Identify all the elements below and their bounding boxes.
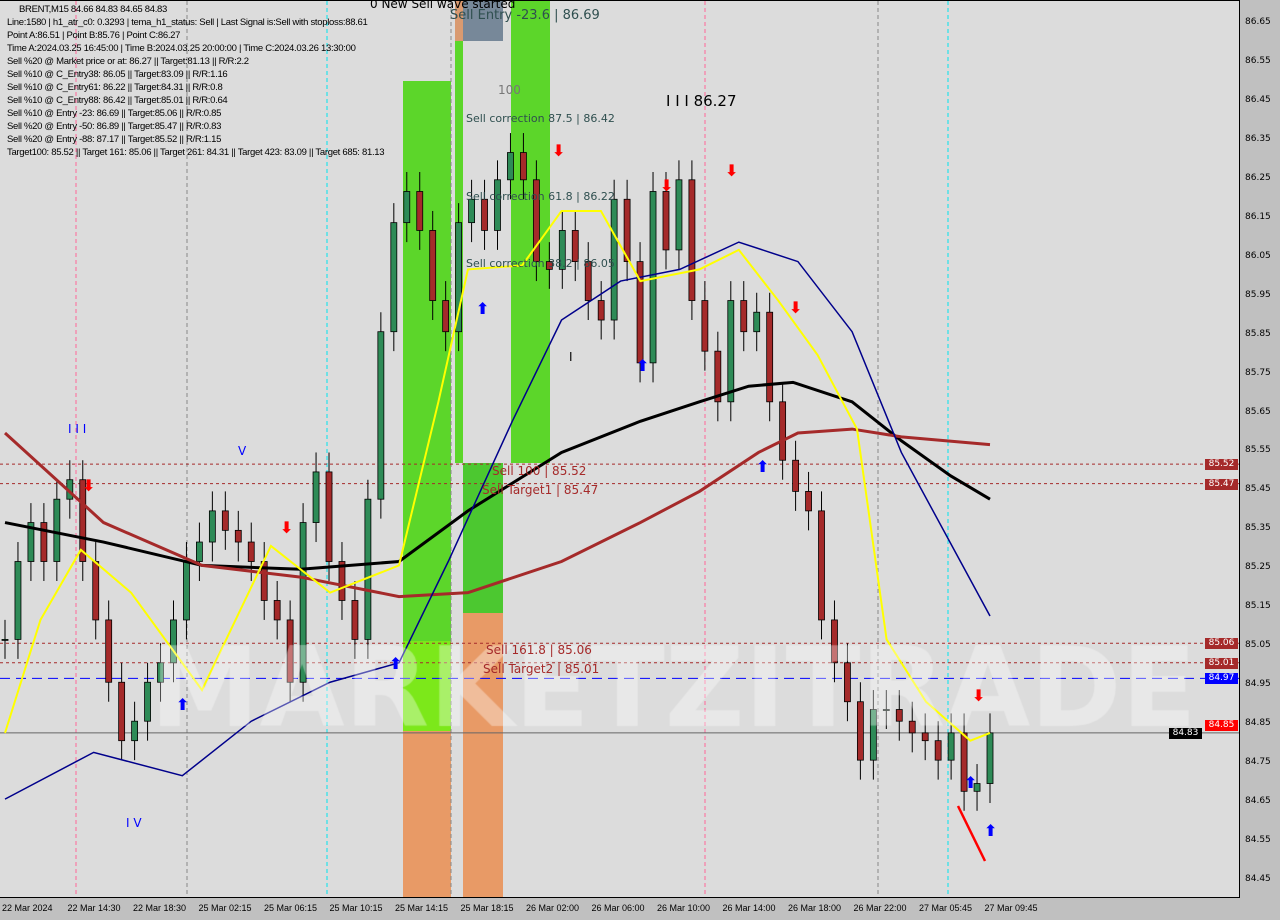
- y-tick-label: 85.85: [1245, 328, 1271, 339]
- chart-area[interactable]: BRENT,M15 84.66 84.83 84.65 84.83 Line:1…: [0, 0, 1240, 898]
- x-tick-label: 22 Mar 2024: [2, 903, 53, 913]
- y-tick-label: 85.45: [1245, 484, 1271, 495]
- correction-875-label: Sell correction 87.5 | 86.42: [466, 112, 615, 125]
- buy-arrow-icon: ⬆: [756, 457, 770, 476]
- y-tick-label: 86.65: [1245, 17, 1271, 27]
- info-line: Sell %20 @ Entry -88: 87.17 || Target:85…: [7, 134, 222, 145]
- info-line: Sell %10 @ C_Entry88: 86.42 || Target:85…: [7, 95, 228, 106]
- info-line: Target100: 85.52 || Target 161: 85.06 ||…: [7, 147, 385, 158]
- point-c-label: I I I 86.27: [666, 92, 737, 110]
- info-line: Sell %10 @ C_Entry38: 86.05 || Target:83…: [7, 69, 228, 80]
- price-axis[interactable]: 86.65 86.55 86.45 86.35 86.25 86.15 86.05 85.95…: [1241, 0, 1280, 898]
- x-tick-label: 26 Mar 14:00: [722, 903, 776, 913]
- y-tick-label: 84.95: [1245, 679, 1271, 690]
- buy-arrow-icon: ⬆: [964, 773, 978, 792]
- info-panel: BRENT,M15 84.66 84.83 84.65 84.83 Line:1…: [7, 3, 385, 159]
- hundred-label: 100: [498, 83, 521, 97]
- time-axis[interactable]: 22 Mar 2024 22 Mar 14:30 22 Mar 18:30 25 Ma…: [0, 899, 1240, 920]
- sell-target2-label: Sell Target2 | 85.01: [483, 662, 600, 676]
- y-tick-label: 85.75: [1245, 367, 1271, 378]
- correction-382-label: Sell correction 38.2 | 86.05: [466, 257, 615, 270]
- x-tick-label: 27 Mar 09:45: [984, 903, 1038, 913]
- y-tick-label: 84.45: [1245, 873, 1271, 884]
- y-tick-label: 84.85: [1245, 718, 1271, 729]
- buy-arrow-icon: ⬆: [984, 821, 998, 840]
- symbol-line: BRENT,M15 84.66 84.83 84.65 84.83: [19, 4, 168, 15]
- x-tick-label: 27 Mar 05:45: [919, 903, 973, 913]
- sell-arrow-icon: ⬇: [789, 298, 803, 317]
- sell-arrow-icon: ⬇: [972, 686, 986, 705]
- buy-arrow-icon: ⬆: [176, 695, 190, 714]
- sell-arrow-icon: ⬇: [280, 518, 294, 537]
- x-tick-label: 25 Mar 02:15: [198, 903, 252, 913]
- y-tick-label: 84.55: [1245, 834, 1271, 845]
- x-tick-label: 25 Mar 18:15: [460, 903, 514, 913]
- wave-4-label: I V: [126, 816, 142, 830]
- wave-5-label: V: [238, 444, 247, 458]
- y-tick-label: 85.05: [1245, 640, 1271, 651]
- sell-arrow-icon: ⬇: [552, 141, 566, 160]
- wave-1-label: I: [569, 350, 573, 364]
- y-tick-label: 85.55: [1245, 445, 1271, 456]
- y-tick-label: 85.35: [1245, 523, 1271, 534]
- buy-arrow-icon: ⬆: [389, 654, 403, 673]
- watermark: [0, 1, 1239, 897]
- x-tick-label: 26 Mar 02:00: [526, 903, 580, 913]
- x-tick-label: 26 Mar 06:00: [591, 903, 645, 913]
- y-tick-label: 86.35: [1245, 133, 1271, 144]
- sell-arrow-icon: ⬇: [725, 161, 739, 180]
- y-tick-label: 86.55: [1245, 55, 1271, 66]
- sell-100-label: Sell 100 | 85.52: [492, 464, 587, 478]
- y-tick-label: 85.25: [1245, 562, 1271, 573]
- x-tick-label: 26 Mar 18:00: [788, 903, 842, 913]
- y-tick-label: 85.65: [1245, 406, 1271, 417]
- x-tick-label: 22 Mar 14:30: [67, 903, 121, 913]
- y-tick-label: 84.75: [1245, 757, 1271, 768]
- x-tick-label: 25 Mar 10:15: [329, 903, 383, 913]
- x-tick-label: 22 Mar 18:30: [133, 903, 187, 913]
- x-tick-label: 26 Mar 22:00: [853, 903, 907, 913]
- info-line: Point A:86.51 | Point B:85.76 | Point C:…: [7, 30, 181, 41]
- correction-618-label: Sell correction 61.8 | 86.22: [466, 190, 615, 203]
- info-line: Sell %20 @ Entry -50: 86.89 || Target:85…: [7, 121, 222, 132]
- info-line: Time A:2024.03.25 16:45:00 | Time B:2024…: [7, 43, 356, 54]
- info-line: Sell %10 @ C_Entry61: 86.22 || Target:84…: [7, 82, 223, 93]
- y-tick-label: 86.05: [1245, 250, 1271, 261]
- info-line: Sell %10 @ Entry -23: 86.69 || Target:85…: [7, 108, 222, 119]
- sell-target1-label: Sell Target1 | 85.47: [482, 483, 599, 497]
- y-tick-label: 85.95: [1245, 289, 1271, 300]
- y-tick-label: 86.15: [1245, 211, 1271, 222]
- info-line: Line:1580 | h1_atr_c0: 0.3293 | tema_h1_…: [7, 17, 368, 28]
- x-tick-label: 26 Mar 10:00: [657, 903, 711, 913]
- sell-arrow-icon: ⬇: [82, 476, 96, 495]
- sell-1618-label: Sell 161.8 | 85.06: [486, 643, 592, 657]
- wave-3-label: I I I: [68, 422, 87, 436]
- y-tick-label: 86.45: [1245, 94, 1271, 105]
- entry-label: Sell Entry -23.6 | 86.69: [450, 8, 600, 23]
- x-tick-label: 25 Mar 14:15: [395, 903, 449, 913]
- y-tick-label: 86.25: [1245, 172, 1271, 183]
- x-tick-label: 25 Mar 06:15: [264, 903, 318, 913]
- info-line: Sell %20 @ Market price or at: 86.27 || …: [7, 56, 249, 67]
- buy-arrow-icon: ⬆: [476, 299, 490, 318]
- y-tick-label: 84.65: [1245, 796, 1271, 806]
- buy-arrow-icon: ⬆: [636, 356, 650, 375]
- wave-label: 0 New Sell wave started: [370, 0, 516, 11]
- sell-arrow-icon: ⬇: [660, 176, 674, 195]
- y-tick-label: 85.15: [1245, 601, 1271, 612]
